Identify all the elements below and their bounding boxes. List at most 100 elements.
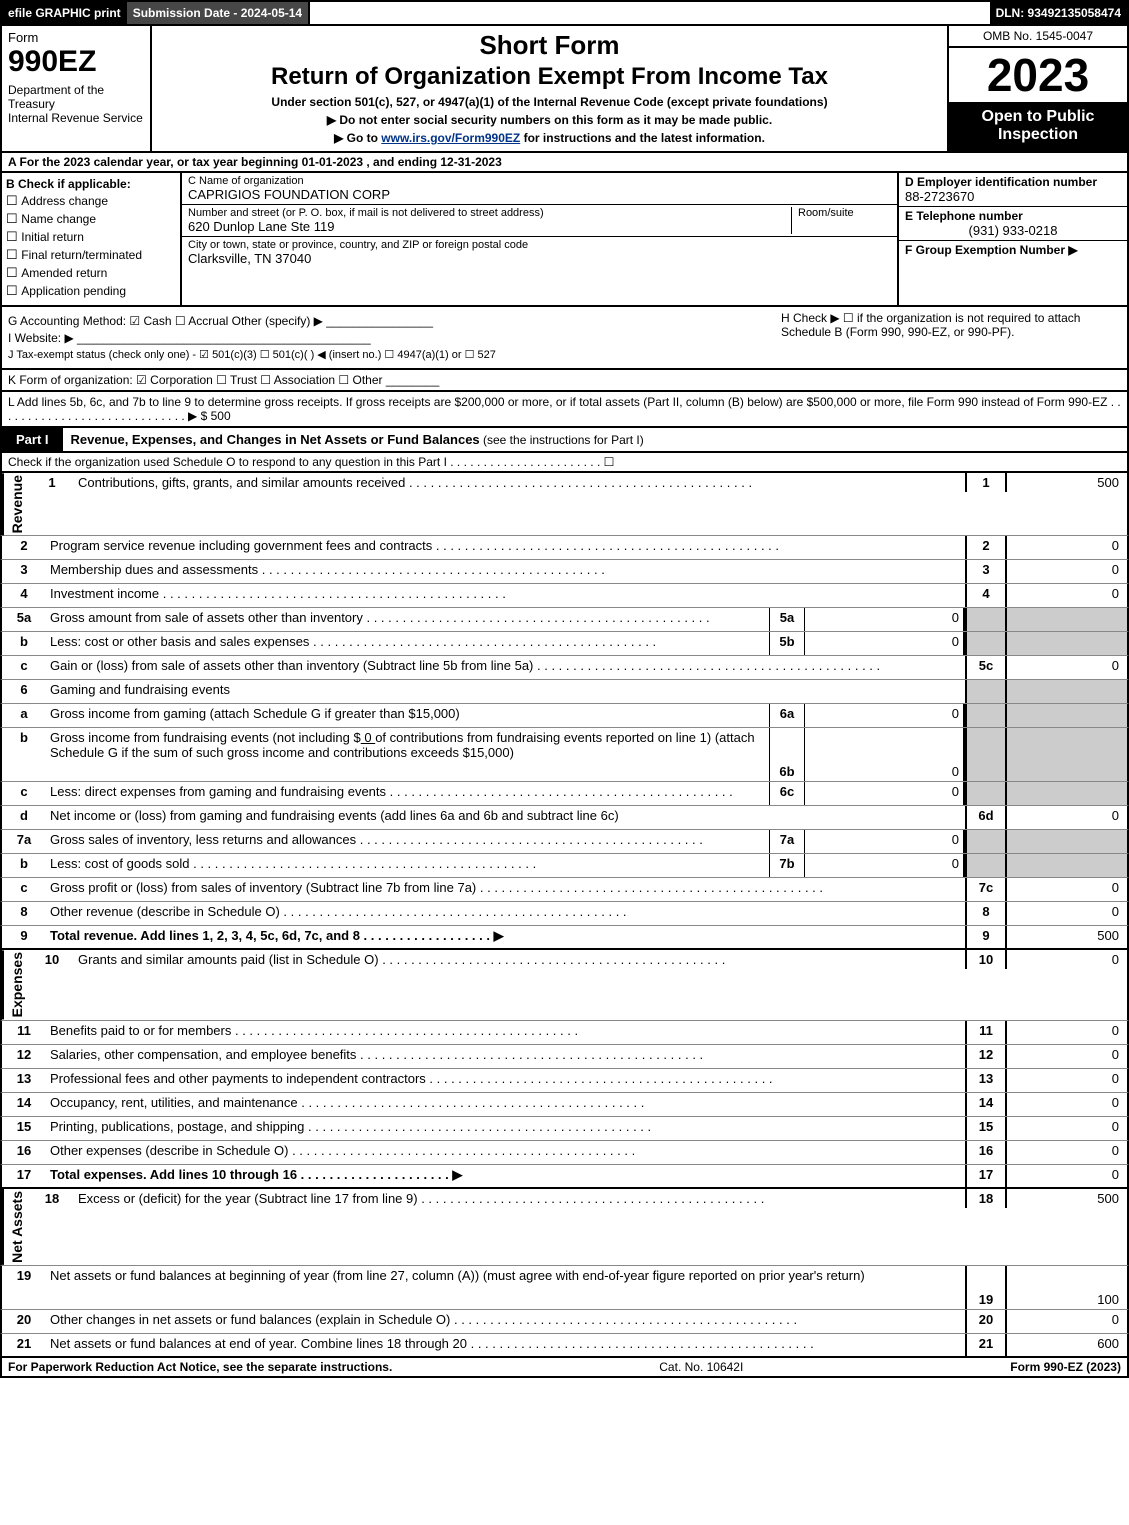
line-6c: c Less: direct expenses from gaming and … — [0, 782, 1129, 806]
line-9-amt: 500 — [1007, 926, 1127, 948]
line-7a-desc: Gross sales of inventory, less returns a… — [46, 830, 769, 853]
line-17-desc: Total expenses. Add lines 10 through 16 … — [46, 1165, 965, 1187]
line-19-desc: Net assets or fund balances at beginning… — [46, 1266, 965, 1309]
line-6-desc: Gaming and fundraising events — [46, 680, 965, 703]
line-11-amt: 0 — [1007, 1021, 1127, 1044]
ein-label: D Employer identification number — [905, 175, 1121, 189]
line-4: 4 Investment income 4 0 — [0, 584, 1129, 608]
line-5c: c Gain or (loss) from sale of assets oth… — [0, 656, 1129, 680]
line-5c-desc: Gain or (loss) from sale of assets other… — [46, 656, 965, 679]
line-4-amt: 0 — [1007, 584, 1127, 607]
chk-name-change[interactable]: Name change — [6, 211, 176, 227]
line-19-amt: 100 — [1007, 1266, 1127, 1309]
line-6b-rshade — [965, 728, 1007, 781]
line-1-desc: Contributions, gifts, grants, and simila… — [74, 473, 965, 492]
form-word: Form — [8, 30, 144, 45]
line-2: 2 Program service revenue including gove… — [0, 536, 1129, 560]
section-j: J Tax-exempt status (check only one) - ☑… — [8, 348, 761, 361]
chk-initial-return[interactable]: Initial return — [6, 229, 176, 245]
header-left: Form 990EZ Department of the Treasury In… — [2, 26, 152, 151]
line-4-num: 4 — [2, 584, 46, 607]
chk-address-change[interactable]: Address change — [6, 193, 176, 209]
section-k: K Form of organization: ☑ Corporation ☐ … — [0, 370, 1129, 392]
line-2-box: 2 — [965, 536, 1007, 559]
section-ghij: G Accounting Method: ☑ Cash ☐ Accrual Ot… — [0, 307, 1129, 370]
line-21-amt: 600 — [1007, 1334, 1127, 1356]
part1-title: Revenue, Expenses, and Changes in Net As… — [63, 430, 652, 449]
form-number: 990EZ — [8, 45, 144, 79]
line-7c-amt: 0 — [1007, 878, 1127, 901]
line-6c-rshade2 — [1007, 782, 1127, 805]
line-21-num: 21 — [2, 1334, 46, 1356]
line-6d-amt: 0 — [1007, 806, 1127, 829]
line-6a-rshade — [965, 704, 1007, 727]
line-8-box: 8 — [965, 902, 1007, 925]
irs-link[interactable]: www.irs.gov/Form990EZ — [381, 131, 520, 145]
line-6b-desc: Gross income from fundraising events (no… — [46, 728, 769, 781]
line-6-shade2 — [1007, 680, 1127, 703]
phone-value: (931) 933-0218 — [905, 223, 1121, 238]
line-13-desc: Professional fees and other payments to … — [46, 1069, 965, 1092]
short-form-title: Short Form — [158, 30, 941, 61]
line-6d-box: 6d — [965, 806, 1007, 829]
line-3: 3 Membership dues and assessments 3 0 — [0, 560, 1129, 584]
sub3-post: for instructions and the latest informat… — [520, 131, 765, 145]
efile-graphic-label[interactable]: efile GRAPHIC print — [2, 2, 127, 24]
line-15: 15 Printing, publications, postage, and … — [0, 1117, 1129, 1141]
line-20-num: 20 — [2, 1310, 46, 1333]
line-17-num: 17 — [2, 1165, 46, 1187]
line-7c-desc: Gross profit or (loss) from sales of inv… — [46, 878, 965, 901]
line-6a-rshade2 — [1007, 704, 1127, 727]
line-5b: b Less: cost or other basis and sales ex… — [0, 632, 1129, 656]
line-7b-sbox: 7b — [769, 854, 805, 877]
line-15-amt: 0 — [1007, 1117, 1127, 1140]
line-3-num: 3 — [2, 560, 46, 583]
header-mid: Short Form Return of Organization Exempt… — [152, 26, 947, 151]
line-7b-rshade — [965, 854, 1007, 877]
line-7b: b Less: cost of goods sold 7b 0 — [0, 854, 1129, 878]
line-5a-rshade — [965, 608, 1007, 631]
line-10: Expenses 10 Grants and similar amounts p… — [0, 950, 1129, 1020]
submission-date: Submission Date - 2024-05-14 — [127, 2, 310, 24]
section-h: H Check ▶ ☐ if the organization is not r… — [781, 311, 1121, 364]
line-13-amt: 0 — [1007, 1069, 1127, 1092]
line-20-box: 20 — [965, 1310, 1007, 1333]
line-14-desc: Occupancy, rent, utilities, and maintena… — [46, 1093, 965, 1116]
line-17-amt: 0 — [1007, 1165, 1127, 1187]
line-17: 17 Total expenses. Add lines 10 through … — [0, 1165, 1129, 1189]
line-16-box: 16 — [965, 1141, 1007, 1164]
chk-amended-return[interactable]: Amended return — [6, 265, 176, 281]
ein-value: 88-2723670 — [905, 189, 1121, 204]
line-6d: d Net income or (loss) from gaming and f… — [0, 806, 1129, 830]
line-1: Revenue 1 Contributions, gifts, grants, … — [0, 473, 1129, 536]
line-6a-sbox: 6a — [769, 704, 805, 727]
line-7a: 7a Gross sales of inventory, less return… — [0, 830, 1129, 854]
form-header: Form 990EZ Department of the Treasury In… — [0, 26, 1129, 153]
section-b-title: B Check if applicable: — [6, 177, 131, 191]
line-18: Net Assets 18 Excess or (deficit) for th… — [0, 1189, 1129, 1266]
sub3-pre: ▶ Go to — [334, 131, 381, 145]
line-10-box: 10 — [965, 950, 1007, 969]
line-6c-desc: Less: direct expenses from gaming and fu… — [46, 782, 769, 805]
line-4-box: 4 — [965, 584, 1007, 607]
line-2-amt: 0 — [1007, 536, 1127, 559]
chk-application-pending[interactable]: Application pending — [6, 283, 176, 299]
line-13-num: 13 — [2, 1069, 46, 1092]
line-6a: a Gross income from gaming (attach Sched… — [0, 704, 1129, 728]
line-1-amt: 500 — [1007, 473, 1127, 492]
line-7a-num: 7a — [2, 830, 46, 853]
line-10-desc: Grants and similar amounts paid (list in… — [74, 950, 965, 969]
sched-o-check-row: Check if the organization used Schedule … — [0, 453, 1129, 473]
line-5c-amt: 0 — [1007, 656, 1127, 679]
line-9-box: 9 — [965, 926, 1007, 948]
section-f: F Group Exemption Number ▶ — [899, 241, 1127, 259]
line-17-desc-b: Total expenses. Add lines 10 through 16 … — [50, 1167, 462, 1182]
line-16-num: 16 — [2, 1141, 46, 1164]
line-13: 13 Professional fees and other payments … — [0, 1069, 1129, 1093]
section-e: E Telephone number (931) 933-0218 — [899, 207, 1127, 241]
line-8: 8 Other revenue (describe in Schedule O)… — [0, 902, 1129, 926]
chk-final-return[interactable]: Final return/terminated — [6, 247, 176, 263]
line-19: 19 Net assets or fund balances at beginn… — [0, 1266, 1129, 1310]
line-5b-desc: Less: cost or other basis and sales expe… — [46, 632, 769, 655]
line-6c-num: c — [2, 782, 46, 805]
